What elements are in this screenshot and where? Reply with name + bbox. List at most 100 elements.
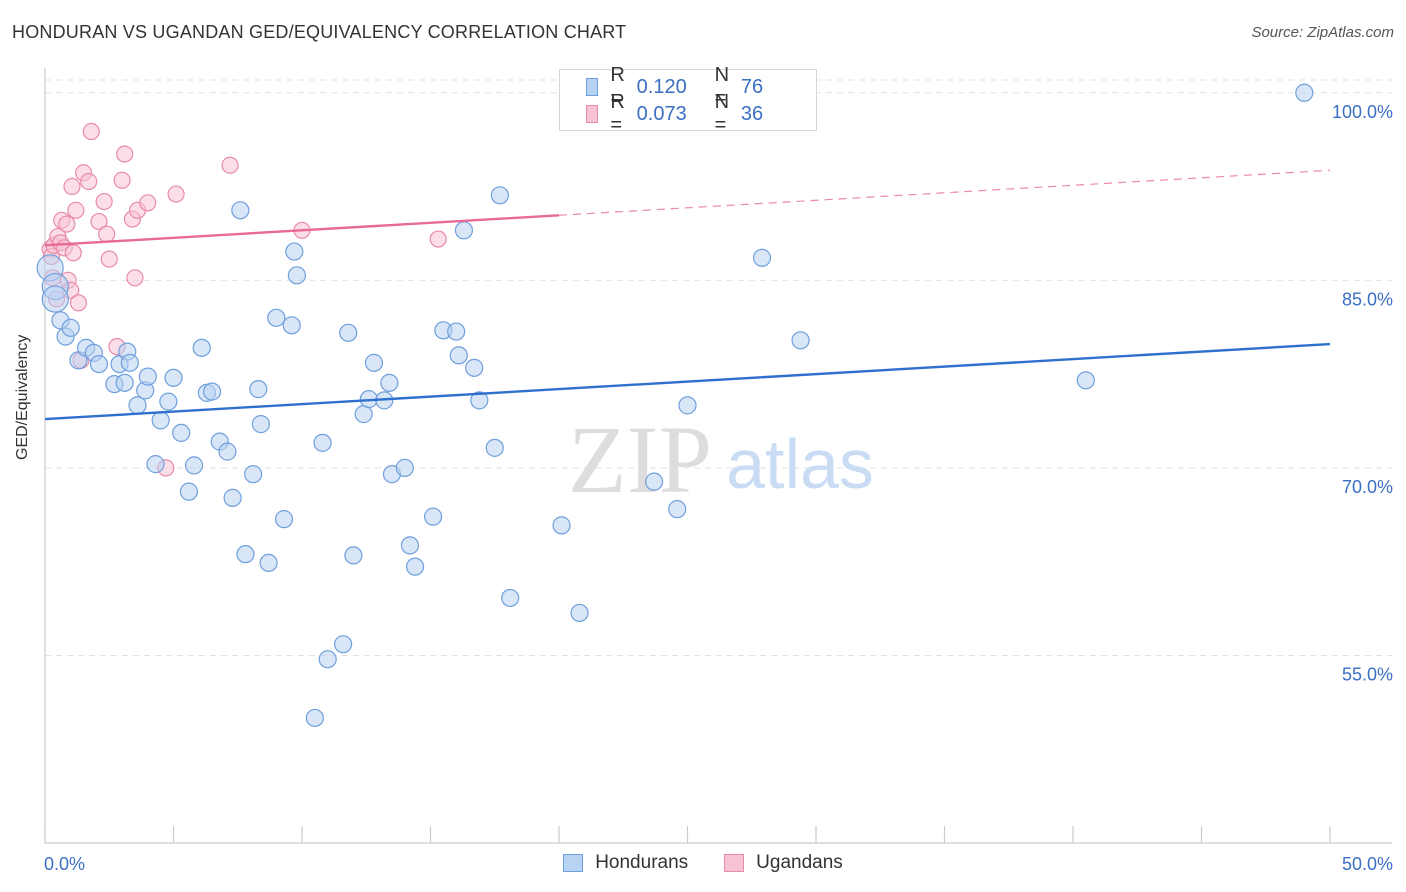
n-value-hondurans: 76 — [740, 75, 764, 98]
ugandans-point — [95, 192, 113, 211]
hondurans-point — [184, 456, 204, 475]
hondurans-point — [251, 415, 270, 434]
n-label: N = — [714, 91, 730, 136]
ugandans-point — [429, 230, 447, 248]
hondurans-point — [231, 201, 250, 220]
ugandans-legend-swatch — [724, 854, 745, 872]
y-tick-label: 55.0% — [1342, 664, 1393, 684]
hondurans-point — [552, 516, 571, 535]
trend-lines — [44, 169, 1331, 421]
hondurans-point — [274, 510, 294, 529]
hondurans-point — [791, 331, 810, 350]
hondurans-point — [678, 396, 697, 415]
hondurans-point — [400, 536, 420, 555]
hondurans-point — [120, 353, 139, 372]
r-label: R = — [610, 91, 625, 136]
hondurans-point — [305, 708, 324, 728]
hondurans-point — [287, 266, 306, 285]
ugandans-point — [67, 201, 85, 219]
ugandans-point — [100, 250, 118, 268]
hondurans-swatch — [586, 78, 599, 96]
hondurans-point — [282, 316, 301, 335]
hondurans-point — [89, 354, 109, 374]
ugandans-point — [58, 215, 76, 233]
hondurans-point — [259, 553, 278, 573]
ugandans-point — [167, 185, 185, 203]
hondurans-point — [454, 221, 474, 240]
source-label: Source: ZipAtlas.com — [1251, 24, 1394, 41]
ugandans-point — [113, 171, 131, 189]
hondurans-point — [192, 338, 211, 357]
hondurans-point — [179, 482, 199, 501]
y-axis-label: GED/Equivalency — [14, 334, 31, 460]
hondurans-point — [570, 603, 589, 623]
legend-item-hondurans[interactable]: Hondurans — [563, 852, 688, 874]
ugandans-point — [63, 177, 81, 196]
hondurans-point — [485, 438, 504, 457]
ugandans-point — [98, 225, 116, 243]
hondurans-point — [151, 411, 170, 430]
legend-item-ugandans[interactable]: Ugandans — [724, 852, 843, 874]
stats-row-ugandans: R = 0.073 N = 36 — [586, 91, 819, 136]
hondurans-point — [380, 373, 399, 392]
ugandans-point — [82, 122, 100, 141]
stats-row-hondurans: R = 0.120 N = 76 — [586, 64, 819, 109]
hondurans-point — [465, 358, 484, 377]
stats-legend: R = 0.120 N = 76 R = 0.073 N = 36 — [559, 64, 819, 136]
y-tick-label: 100.0% — [1332, 102, 1393, 122]
hondurans-point — [668, 500, 687, 519]
gridlines — [45, 79, 1392, 656]
ugandans-point — [116, 145, 134, 163]
ugandans-point — [80, 172, 98, 191]
hondurans-point — [41, 285, 69, 313]
hondurans-point — [1295, 83, 1314, 102]
hondurans-point — [244, 465, 263, 484]
chart-title: HONDURAN VS UGANDAN GED/EQUIVALENCY CORR… — [12, 22, 627, 42]
series-legend: Hondurans Ugandans — [0, 852, 1406, 874]
hondurans-point — [218, 442, 237, 461]
hondurans-point — [644, 472, 664, 491]
hondurans-point — [61, 318, 80, 337]
hondurans-point — [395, 458, 414, 477]
hondurans-point — [318, 650, 337, 669]
ugandans-swatch — [586, 105, 599, 123]
hondurans-point — [146, 455, 165, 474]
hondurans-point — [138, 367, 157, 386]
hondurans-point — [405, 557, 425, 576]
r-label: R = — [610, 64, 625, 109]
hondurans-point — [128, 396, 147, 415]
ugandans-point — [64, 244, 82, 262]
hondurans-point — [202, 382, 222, 401]
n-value-ugandans: 36 — [740, 102, 764, 125]
hondurans-point — [1076, 371, 1095, 390]
legend-label-hondurans: Hondurans — [595, 852, 689, 873]
watermark-atlas: atlas — [726, 425, 874, 503]
watermark-zip: ZIP — [568, 406, 712, 513]
ugandans-point — [139, 194, 157, 212]
hondurans-point — [752, 248, 772, 267]
hondurans-point — [449, 346, 468, 365]
hondurans-point — [267, 308, 286, 327]
hondurans-legend-swatch — [563, 854, 584, 872]
hondurans-point — [501, 588, 520, 608]
watermark: ZIP atlas — [568, 406, 874, 513]
legend-label-ugandans: Ugandans — [756, 852, 843, 873]
x-tick-label: 0.0% — [44, 854, 85, 874]
ugandans-point — [126, 269, 144, 287]
hondurans-point — [115, 373, 134, 392]
ugandans-trend-line — [44, 214, 560, 247]
ugandans-point — [221, 156, 239, 174]
hondurans-point — [490, 186, 509, 205]
hondurans-point — [172, 423, 191, 442]
hondurans-point — [164, 368, 183, 387]
y-tick-label: 70.0% — [1342, 477, 1393, 497]
hondurans-point — [364, 353, 384, 372]
hondurans-point — [249, 380, 268, 399]
hondurans-point — [447, 322, 466, 341]
ugandans-point — [90, 212, 108, 231]
axes — [44, 68, 1392, 844]
r-value-ugandans: 0.073 — [636, 102, 687, 125]
y-tick-label: 85.0% — [1342, 289, 1393, 309]
hondurans-point — [423, 507, 443, 526]
